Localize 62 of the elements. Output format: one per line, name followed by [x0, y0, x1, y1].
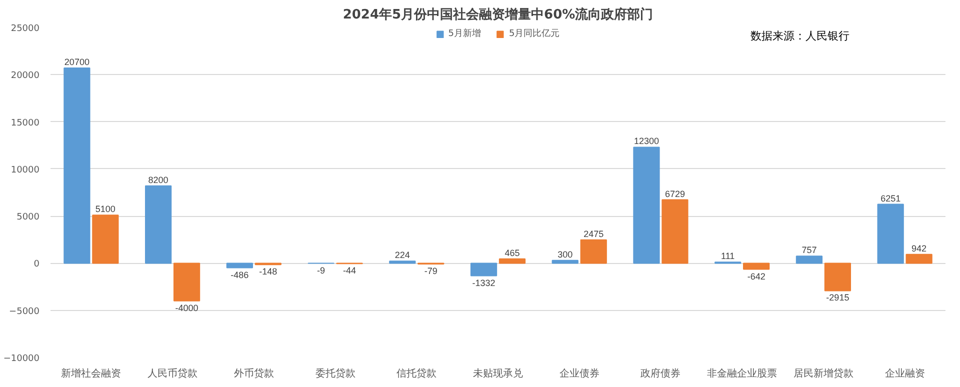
bar: [173, 262, 200, 302]
bar: [580, 239, 607, 264]
legend-label: 5月同比亿元: [509, 28, 560, 40]
data-label: 8200: [148, 174, 168, 185]
bar: [144, 185, 172, 264]
data-label: 20700: [64, 57, 90, 68]
data-label: -79: [424, 266, 438, 276]
x-tick-label: 企业债券: [559, 368, 600, 380]
bar: [633, 146, 660, 264]
bar: [906, 254, 932, 264]
data-label: -1332: [472, 278, 496, 288]
y-tick-label: 20000: [10, 71, 40, 82]
x-tick-label: 居民新增贷款: [793, 368, 854, 380]
data-label: 111: [721, 251, 735, 262]
data-label: 5100: [95, 204, 116, 214]
y-tick-label: 10000: [10, 165, 40, 176]
data-label: -148: [259, 266, 278, 277]
data-label: 942: [912, 243, 927, 254]
data-label: -9: [317, 265, 326, 276]
y-tick-label: 5000: [16, 212, 40, 223]
x-tick-label: 人民币贷款: [148, 368, 198, 380]
bar: [743, 262, 770, 270]
x-tick-label: 新增社会融资: [61, 368, 122, 380]
bar: [64, 68, 90, 264]
annotation: 数据来源：人民银行: [750, 30, 850, 42]
x-tick-label: 政府债券: [640, 368, 681, 380]
bar: [389, 260, 416, 264]
y-tick-label: 0: [34, 260, 40, 270]
x-tick-label: 未贴现承兑: [473, 368, 523, 380]
bar: [662, 199, 688, 264]
data-label: 6729: [664, 188, 685, 199]
data-label: 6251: [880, 193, 901, 204]
bar: [470, 262, 498, 276]
x-tick-label: 委托贷款: [315, 368, 356, 380]
chart-title: 2024年5月份中国社会融资增量中60%流向政府部门: [342, 6, 654, 22]
bar: [552, 260, 578, 264]
bar: [824, 262, 852, 292]
legend-label: 5月新增: [448, 28, 481, 40]
data-label: -4000: [175, 302, 198, 313]
data-label: 465: [504, 248, 520, 258]
bar: [796, 256, 823, 264]
data-label: 224: [394, 250, 410, 260]
bar: [498, 258, 526, 264]
y-tick-label: 15000: [10, 118, 40, 128]
bar: [226, 262, 253, 268]
data-label: -44: [343, 266, 356, 276]
x-tick-label: 企业融资: [884, 368, 925, 380]
y-tick-label: 25000: [10, 24, 40, 34]
data-label: 2475: [584, 228, 604, 239]
x-tick-label: 外币贷款: [234, 368, 274, 380]
bar: [92, 214, 119, 264]
data-label: -486: [230, 270, 249, 280]
y-tick-label: −10000: [3, 354, 40, 364]
data-label: 300: [558, 249, 573, 260]
data-label: 757: [802, 245, 817, 256]
data-label: -2915: [826, 292, 850, 303]
y-tick-label: −5000: [9, 306, 40, 317]
data-label: -642: [747, 271, 766, 282]
data-label: 12300: [634, 136, 660, 146]
x-tick-label: 信托贷款: [396, 368, 437, 380]
x-tick-label: 非金融企业股票: [707, 368, 778, 380]
bar: [877, 204, 904, 264]
